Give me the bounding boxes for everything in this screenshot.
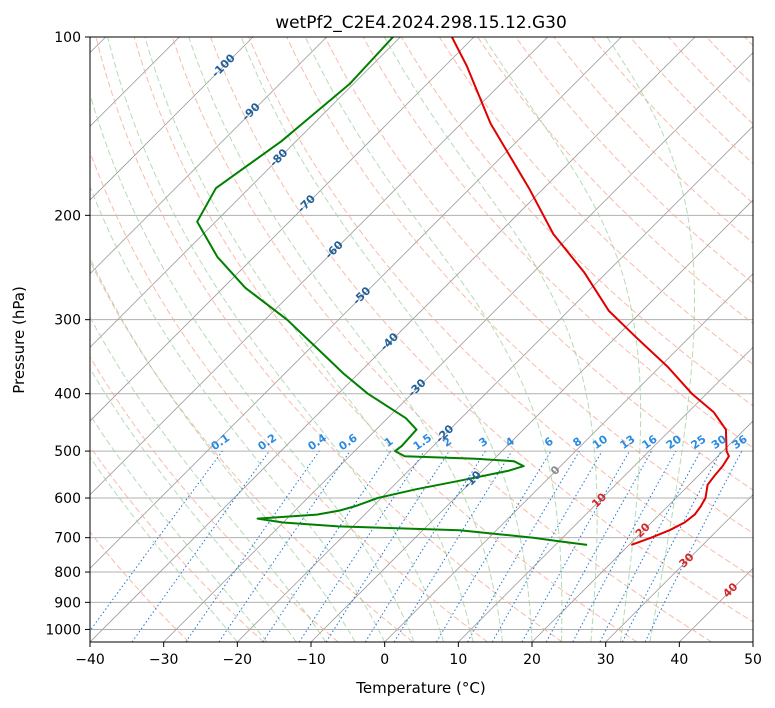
series-0-line <box>451 37 730 546</box>
mixing-ratio-line <box>491 450 603 642</box>
dry-adiabat <box>515 37 753 284</box>
x-tick-label: 0 <box>380 652 389 668</box>
moist-adiabat <box>90 413 268 642</box>
x-tick-label: 30 <box>597 652 615 668</box>
moist-adiabat <box>90 185 386 642</box>
y-axis: 100 200 300 400 500 600 700 800 900 1000 <box>45 30 90 638</box>
dry-adiabat <box>133 37 638 642</box>
dry-adiabat <box>362 37 753 449</box>
isotherm-line <box>90 37 548 496</box>
dry-adiabat <box>477 37 753 325</box>
profile-series <box>196 37 730 546</box>
moist-adiabat <box>483 37 642 642</box>
mixing-ratio-line <box>364 450 486 642</box>
dry-adiabat <box>90 531 190 642</box>
y-tick-label: 1000 <box>45 622 81 638</box>
moist-adiabat <box>188 37 503 642</box>
mixing-ratio-line <box>572 450 677 642</box>
isotherm-line <box>90 37 475 422</box>
isotherm-line <box>90 37 327 275</box>
dry-adiabat <box>90 150 488 642</box>
moist-adiabat <box>90 92 415 642</box>
x-tick-label: 10 <box>449 652 467 668</box>
mixing-ratio-line <box>393 450 513 642</box>
series-1-line <box>196 37 588 546</box>
dry-adiabat <box>553 37 753 244</box>
x-tick-label: 50 <box>744 652 762 668</box>
mixing-ratio-line <box>218 450 351 642</box>
dry-adiabat <box>629 37 753 165</box>
y-tick-label: 800 <box>54 565 81 581</box>
x-tick-label: −30 <box>149 652 179 668</box>
moist-adiabat <box>606 37 695 642</box>
mixing-ratio-line <box>467 450 580 642</box>
x-axis: −40 −30 −20 −10 0 10 20 30 40 50 <box>75 642 762 668</box>
plot-area: -100-90-80-70-60-50-40-30-20-10 010203040… <box>90 37 753 642</box>
isotherm-line <box>90 37 401 348</box>
dry-adiabat <box>95 37 563 642</box>
dry-adiabat <box>286 37 753 534</box>
y-tick-label: 600 <box>54 491 81 507</box>
y-tick-label: 900 <box>54 595 81 611</box>
isotherm-line <box>237 125 753 642</box>
moist-adiabat <box>90 367 297 642</box>
y-axis-title: Pressure (hPa) <box>10 286 28 394</box>
moist-adiabat <box>144 37 474 642</box>
x-tick-label: 40 <box>670 652 688 668</box>
y-tick-label: 500 <box>54 444 81 460</box>
isotherm-line <box>384 273 753 642</box>
dry-adiabat <box>324 37 753 491</box>
mixing-ratio-line <box>185 450 320 642</box>
x-tick-label: −20 <box>223 652 253 668</box>
mixing-ratio-lines <box>90 450 743 642</box>
isotherm-line <box>90 37 622 569</box>
pressure-gridlines <box>90 37 753 630</box>
x-tick-label: −10 <box>296 652 326 668</box>
chart-title: wetPf2_C2E4.2024.298.15.12.G30 <box>275 13 567 33</box>
x-axis-title: Temperature (°C) <box>355 679 485 697</box>
mixing-ratio-line <box>545 450 653 642</box>
y-tick-label: 200 <box>54 208 81 224</box>
dry-adiabat <box>210 37 753 623</box>
x-tick-label: −40 <box>75 652 105 668</box>
moist-adiabats <box>90 37 695 642</box>
dry-adiabat <box>400 37 753 407</box>
moist-adiabat <box>90 456 238 642</box>
moist-adiabat <box>240 37 533 642</box>
moist-adiabat <box>383 37 598 642</box>
moist-adiabat <box>107 37 445 642</box>
mixing-ratio-line <box>435 450 552 642</box>
isotherm-line <box>90 37 696 642</box>
x-tick-label: 20 <box>523 652 541 668</box>
dry-adiabat <box>248 37 753 578</box>
mixing-ratio-line <box>521 450 630 642</box>
dry-adiabat <box>591 37 753 204</box>
dry-adiabats <box>90 37 753 642</box>
y-tick-label: 300 <box>54 313 81 329</box>
y-tick-label: 100 <box>54 30 81 46</box>
y-tick-label: 700 <box>54 531 81 547</box>
mixing-ratio-line <box>131 450 270 642</box>
mixing-ratio-line <box>90 450 223 632</box>
y-tick-label: 400 <box>54 387 81 403</box>
mixing-ratio-line <box>325 450 450 642</box>
dry-adiabat <box>90 355 339 642</box>
isotherm-line <box>163 52 753 642</box>
isotherm-line <box>605 494 753 642</box>
dry-adiabat <box>90 259 414 642</box>
moist-adiabat <box>90 316 327 642</box>
isotherm-line <box>90 37 254 201</box>
dry-adiabat <box>438 37 753 365</box>
plot-frame <box>89 36 754 643</box>
